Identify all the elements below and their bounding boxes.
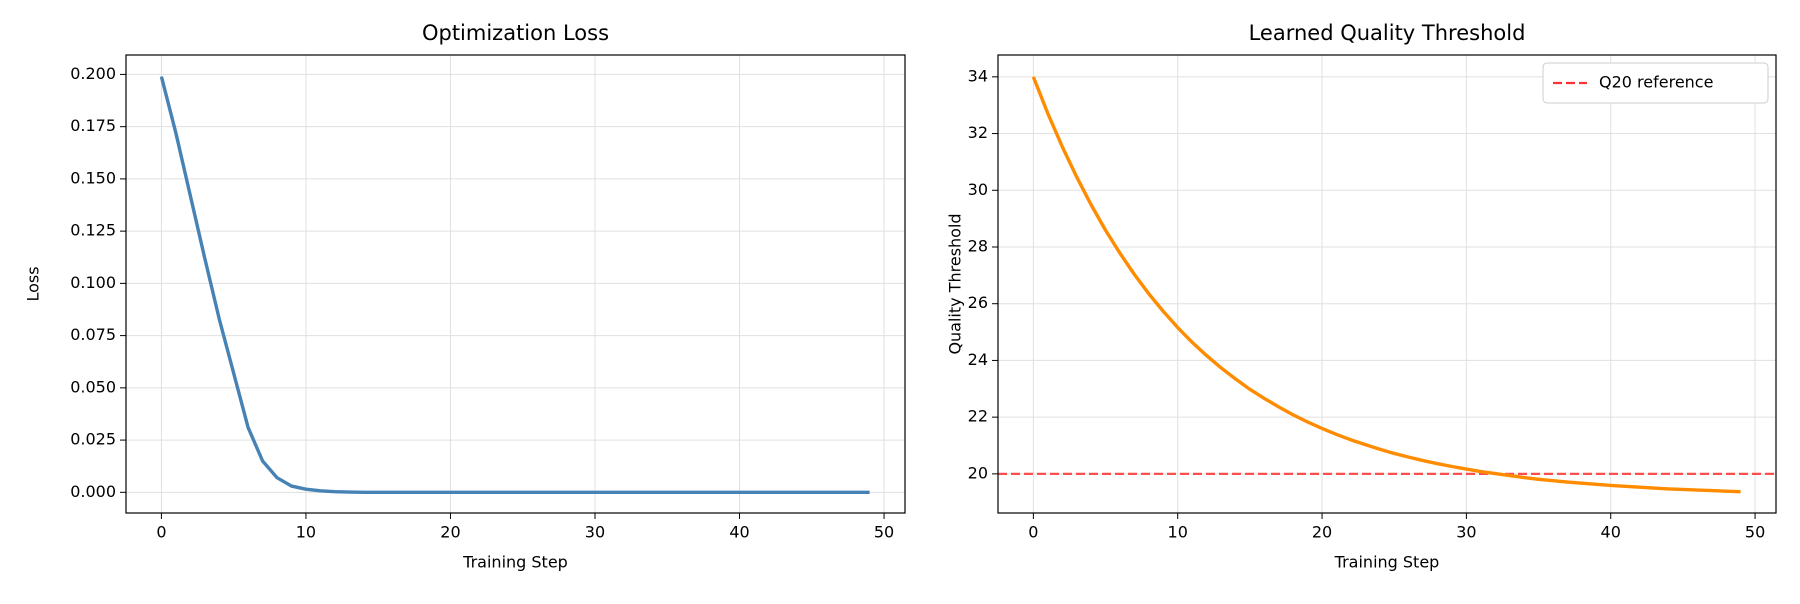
x-tick-label: 50 — [1745, 523, 1765, 542]
legend-box — [1542, 62, 1769, 104]
y-tick-label: 30 — [968, 180, 988, 199]
x-tick-label: 10 — [1168, 523, 1188, 542]
data-line — [159, 76, 870, 495]
axes-frame — [125, 54, 906, 514]
x-axis-label: Training Step — [462, 553, 568, 572]
x-tick-label: 30 — [1456, 523, 1476, 542]
y-tick-label: 26 — [968, 293, 988, 312]
y-tick-label: 0.150 — [70, 168, 116, 187]
x-tick-label: 10 — [296, 523, 316, 542]
data-line — [1031, 76, 1741, 494]
y-tick-label: 28 — [968, 236, 988, 255]
y-tick-label: 0.050 — [70, 377, 116, 396]
x-tick-label: 40 — [729, 523, 749, 542]
x-tick-label: 20 — [1312, 523, 1332, 542]
chart-title: Learned Quality Threshold — [1249, 21, 1526, 45]
x-tick-label: 30 — [585, 523, 605, 542]
legend-label: Q20 reference — [1599, 73, 1713, 92]
y-tick-label: 24 — [968, 350, 988, 369]
y-tick-label: 22 — [968, 407, 988, 426]
y-tick-label: 34 — [968, 66, 988, 85]
axes-frame — [997, 54, 1777, 514]
y-tick-label: 0.200 — [70, 64, 116, 83]
y-tick-label: 0.000 — [70, 482, 116, 501]
y-axis-label: Quality Threshold — [946, 213, 965, 354]
x-tick-label: 40 — [1601, 523, 1621, 542]
y-tick-label: 0.025 — [70, 430, 116, 449]
y-tick-label: 0.100 — [70, 273, 116, 292]
x-axis-label: Training Step — [1334, 553, 1440, 572]
y-tick-label: 32 — [968, 123, 988, 142]
y-tick-label: 0.075 — [70, 325, 116, 344]
x-tick-label: 0 — [1028, 523, 1038, 542]
y-tick-label: 0.175 — [70, 116, 116, 135]
x-tick-label: 0 — [156, 523, 166, 542]
y-tick-label: 0.125 — [70, 221, 116, 240]
chart-title: Optimization Loss — [422, 21, 609, 45]
x-tick-label: 20 — [440, 523, 460, 542]
y-tick-label: 20 — [968, 463, 988, 482]
x-tick-label: 50 — [874, 523, 894, 542]
y-axis-label: Loss — [24, 266, 43, 301]
